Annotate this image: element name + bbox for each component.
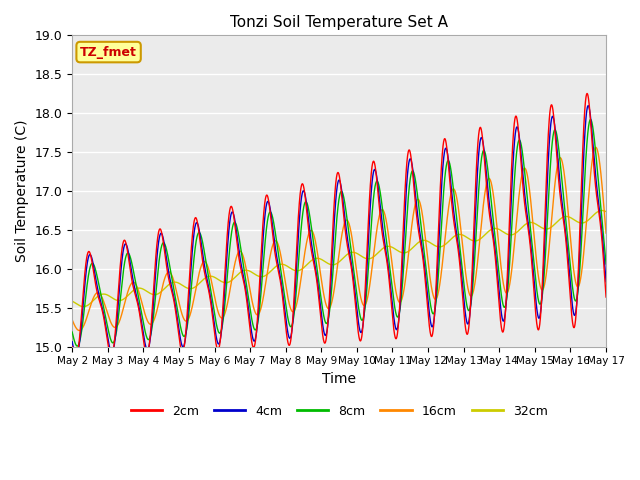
Text: TZ_fmet: TZ_fmet: [80, 46, 137, 59]
Legend: 2cm, 4cm, 8cm, 16cm, 32cm: 2cm, 4cm, 8cm, 16cm, 32cm: [125, 400, 553, 423]
Title: Tonzi Soil Temperature Set A: Tonzi Soil Temperature Set A: [230, 15, 448, 30]
X-axis label: Time: Time: [322, 372, 356, 386]
Y-axis label: Soil Temperature (C): Soil Temperature (C): [15, 120, 29, 262]
